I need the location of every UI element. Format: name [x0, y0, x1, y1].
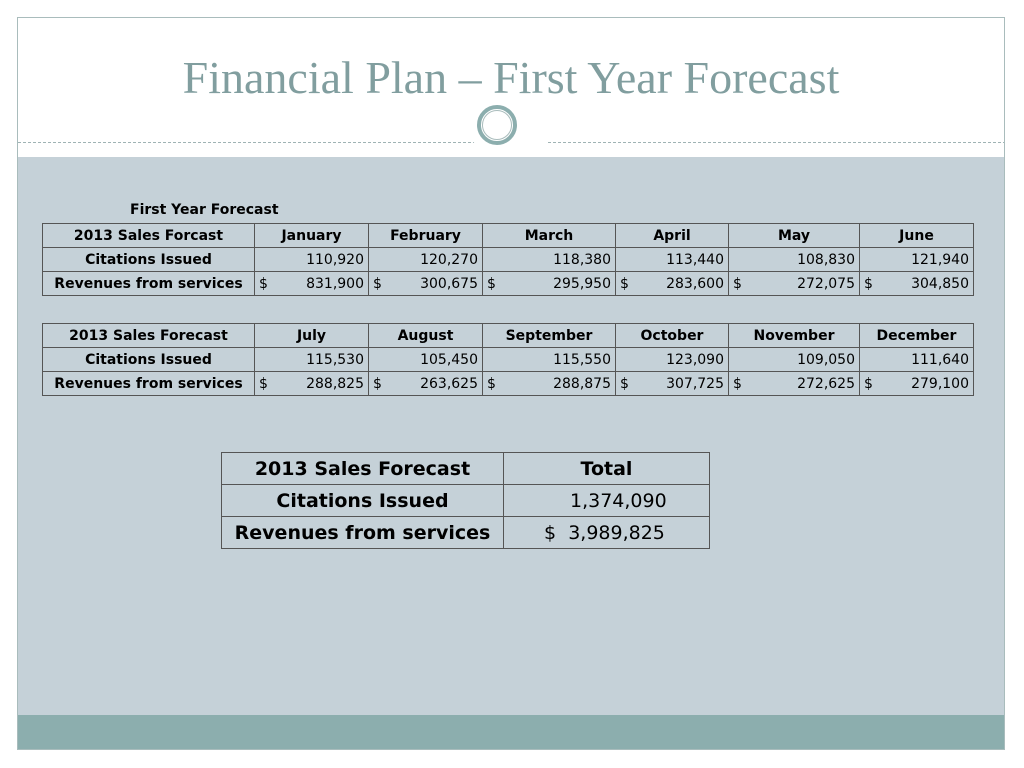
- currency-symbol: $: [733, 275, 742, 292]
- revenue-cell: $272,625: [728, 371, 860, 396]
- month-header: June: [859, 223, 974, 248]
- revenue-value: 263,625: [420, 375, 478, 392]
- revenue-cell: $288,875: [482, 371, 616, 396]
- revenue-value: 288,875: [553, 375, 611, 392]
- total-header: Total: [503, 452, 710, 485]
- currency-symbol: $: [620, 375, 629, 392]
- citations-value: 115,530: [254, 347, 369, 372]
- table-row: Revenues from services $831,900 $300,675…: [42, 271, 974, 296]
- month-header: July: [254, 323, 369, 348]
- citations-total: 1,374,090: [503, 484, 710, 517]
- table-row: Citations Issued 115,530 105,450 115,550…: [42, 347, 974, 372]
- currency-symbol: $: [864, 275, 873, 292]
- month-header: November: [728, 323, 860, 348]
- month-header: December: [859, 323, 974, 348]
- currency-symbol: $: [487, 375, 496, 392]
- currency-symbol: $: [373, 275, 382, 292]
- revenue-cell: $288,825: [254, 371, 369, 396]
- revenue-value: 295,950: [553, 275, 611, 292]
- currency-symbol: $: [864, 375, 873, 392]
- table-row: Citations Issued 1,374,090: [221, 484, 710, 517]
- revenue-cell: $295,950: [482, 271, 616, 296]
- month-header: January: [254, 223, 369, 248]
- citations-value: 115,550: [482, 347, 616, 372]
- citations-value: 109,050: [728, 347, 860, 372]
- revenue-value: 304,850: [911, 275, 969, 292]
- citations-value: 108,830: [728, 247, 860, 272]
- header-label: 2013 Sales Forecast: [221, 452, 504, 485]
- table-caption: First Year Forecast: [130, 202, 279, 218]
- citations-value: 118,380: [482, 247, 616, 272]
- table-header-row: 2013 Sales Forecast Total: [221, 452, 710, 485]
- revenue-cell: $283,600: [615, 271, 729, 296]
- revenue-cell: $831,900: [254, 271, 369, 296]
- row-label: Revenues from services: [221, 516, 504, 549]
- revenue-cell: $279,100: [859, 371, 974, 396]
- currency-symbol: $: [373, 375, 382, 392]
- citations-value: 120,270: [368, 247, 483, 272]
- month-header: March: [482, 223, 616, 248]
- revenue-value: 307,725: [666, 375, 724, 392]
- revenue-cell: $304,850: [859, 271, 974, 296]
- revenue-value: 288,825: [306, 375, 364, 392]
- citations-value: 110,920: [254, 247, 369, 272]
- row-label: Citations Issued: [42, 247, 255, 272]
- table-row: Citations Issued 110,920 120,270 118,380…: [42, 247, 974, 272]
- revenues-total-cell: $ 3,989,825: [503, 516, 710, 549]
- revenue-value: 283,600: [666, 275, 724, 292]
- divider-left: [18, 142, 476, 143]
- month-header: May: [728, 223, 860, 248]
- revenue-value: 272,075: [797, 275, 855, 292]
- month-header: February: [368, 223, 483, 248]
- citations-value: 105,450: [368, 347, 483, 372]
- revenue-cell: $263,625: [368, 371, 483, 396]
- forecast-table-jan-jun: 2013 Sales Forcast January February Marc…: [42, 223, 974, 296]
- month-header: September: [482, 323, 616, 348]
- revenue-cell: $272,075: [728, 271, 860, 296]
- citations-value: 111,640: [859, 347, 974, 372]
- row-label: Revenues from services: [42, 271, 255, 296]
- row-label: Citations Issued: [221, 484, 504, 517]
- forecast-table-jul-dec: 2013 Sales Forecast July August Septembe…: [42, 323, 974, 396]
- revenue-value: 831,900: [306, 275, 364, 292]
- table-header-row: 2013 Sales Forcast January February Marc…: [42, 223, 974, 248]
- currency-symbol: $: [544, 521, 557, 544]
- revenues-total: 3,989,825: [568, 521, 665, 544]
- totals-table: 2013 Sales Forecast Total Citations Issu…: [221, 452, 710, 549]
- row-label: Citations Issued: [42, 347, 255, 372]
- table-header-row: 2013 Sales Forecast July August Septembe…: [42, 323, 974, 348]
- table-row: Revenues from services $288,825 $263,625…: [42, 371, 974, 396]
- revenue-value: 272,625: [797, 375, 855, 392]
- revenue-cell: $307,725: [615, 371, 729, 396]
- divider-right: [548, 142, 1004, 143]
- header-label: 2013 Sales Forecast: [42, 323, 255, 348]
- currency-symbol: $: [259, 375, 268, 392]
- currency-symbol: $: [733, 375, 742, 392]
- table-row: Revenues from services $ 3,989,825: [221, 516, 710, 549]
- footer-band: [18, 715, 1004, 749]
- ornament-inner-circle: [482, 110, 512, 140]
- currency-symbol: $: [487, 275, 496, 292]
- month-header: October: [615, 323, 729, 348]
- revenue-cell: $300,675: [368, 271, 483, 296]
- revenue-value: 300,675: [420, 275, 478, 292]
- citations-value: 113,440: [615, 247, 729, 272]
- revenue-value: 279,100: [911, 375, 969, 392]
- citations-value: 123,090: [615, 347, 729, 372]
- currency-symbol: $: [259, 275, 268, 292]
- row-label: Revenues from services: [42, 371, 255, 396]
- month-header: August: [368, 323, 483, 348]
- month-header: April: [615, 223, 729, 248]
- header-label: 2013 Sales Forcast: [42, 223, 255, 248]
- citations-value: 121,940: [859, 247, 974, 272]
- currency-symbol: $: [620, 275, 629, 292]
- slide-title: Financial Plan – First Year Forecast: [182, 52, 840, 103]
